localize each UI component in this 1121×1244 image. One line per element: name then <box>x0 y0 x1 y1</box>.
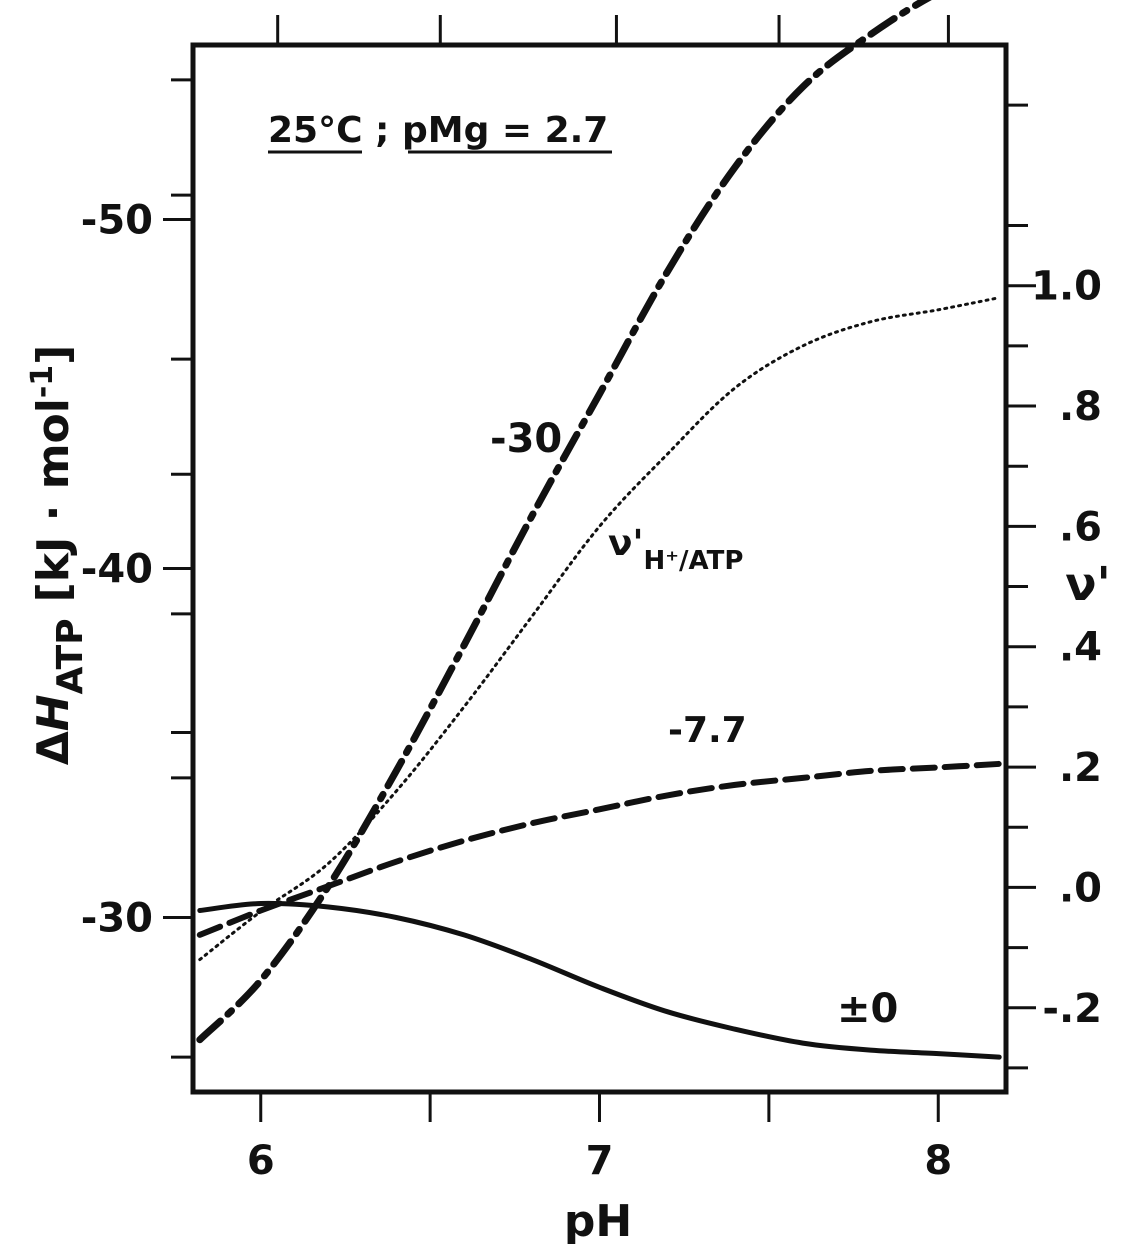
plot-frame <box>190 42 1009 1095</box>
y-right-tick-label: -.2 <box>1042 986 1102 1032</box>
unit-bracket-close: ] <box>28 345 79 365</box>
data-series <box>196 0 1003 1060</box>
condition-annotation: 25°C ; pMg = 2.7 <box>268 110 608 151</box>
nu-subscript: H⁺/ATP <box>644 546 744 576</box>
x-axis-label: pH <box>564 1196 632 1244</box>
nu-symbol: ν' <box>608 523 644 564</box>
y-left-tick-label: -40 <box>81 547 153 593</box>
delta-symbol: Δ <box>28 731 79 765</box>
series-line-2 <box>196 760 1003 938</box>
y-right-tick-label: 1.0 <box>1031 264 1102 310</box>
y-right-tick-label: .0 <box>1059 865 1102 911</box>
x-tick-label: 6 <box>247 1138 275 1184</box>
axis-ticks <box>163 15 1036 1122</box>
x-tick-label: 7 <box>586 1138 614 1184</box>
y-left-tick-label: -50 <box>81 198 153 244</box>
y-right-tick-label: .6 <box>1059 504 1102 550</box>
curve-label-minus7-7: -7.7 <box>668 710 747 751</box>
y-left-tick-label: -30 <box>81 896 153 942</box>
y-right-tick-label: .2 <box>1059 745 1102 791</box>
curve-label-minus30: -30 <box>490 416 562 462</box>
unit-bracket: [kJ · mol <box>28 398 79 602</box>
y-axis-label-left: ΔHATP [kJ · mol-1] <box>25 345 91 766</box>
atp-subscript: ATP <box>50 618 91 694</box>
series-line-4 <box>198 296 1001 962</box>
curve-label-plusminus0: ±0 <box>837 986 898 1032</box>
y-axis-label-right: ν' <box>1065 557 1110 611</box>
x-tick-label: 8 <box>924 1138 952 1184</box>
series-line-1 <box>196 0 932 1044</box>
axis-tick-labels: 6 7 8 -30 -40 -50 -.2 .0 .2 .4 .6 .8 1.0 <box>81 198 1102 1185</box>
enthalpy-symbol: H <box>28 694 79 731</box>
curve-label-nu-h-atp: ν'H⁺/ATP <box>608 523 743 576</box>
y-right-tick-label: .4 <box>1059 625 1102 671</box>
y-right-tick-label: .8 <box>1059 384 1102 430</box>
svg-text:ΔHATP[kJ · mol-1]: ΔHATP [kJ · mol-1] <box>25 345 91 766</box>
unit-superscript: -1 <box>25 365 60 398</box>
series-line-3 <box>197 900 1002 1060</box>
